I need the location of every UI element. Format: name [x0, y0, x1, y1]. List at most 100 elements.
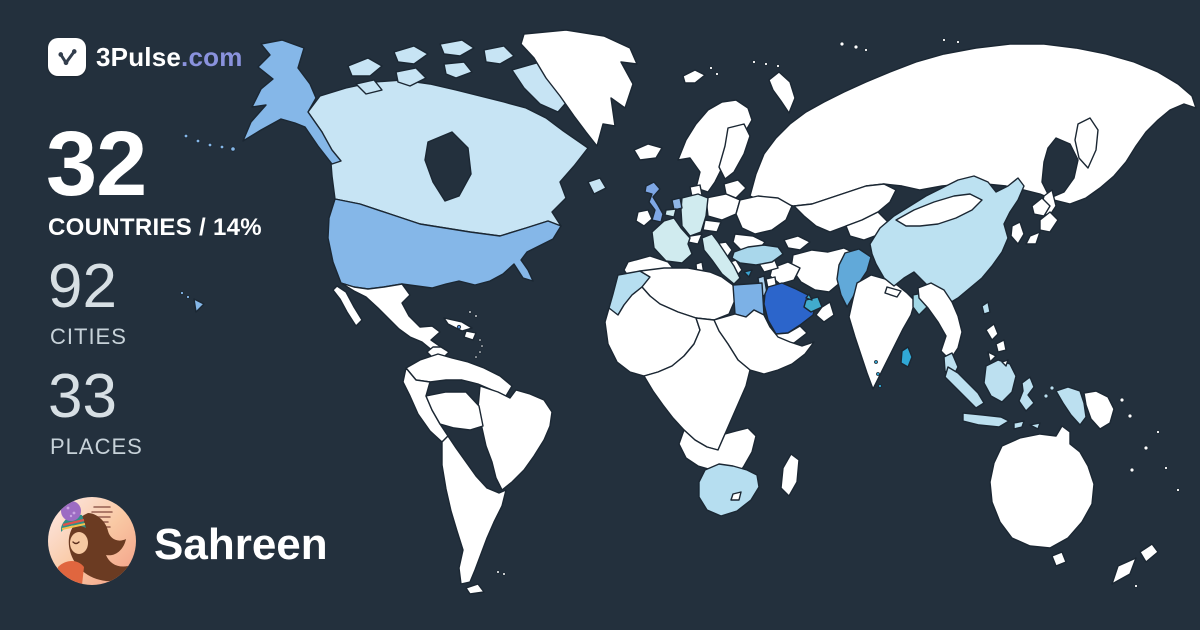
canada-region — [587, 177, 607, 195]
oman-region — [815, 301, 835, 323]
russia-region — [1074, 117, 1099, 169]
countries-count: 32 — [46, 113, 147, 215]
india-region — [848, 274, 916, 390]
brand-suffix: .com — [181, 41, 243, 72]
china-region — [869, 175, 1025, 305]
sri-lanka-region — [900, 346, 913, 368]
france-region — [651, 217, 693, 264]
canada-region — [393, 45, 429, 65]
philippines-region — [987, 351, 997, 363]
svalbard-region — [682, 69, 706, 84]
indonesia-region — [983, 359, 1017, 403]
uae-region — [805, 293, 813, 301]
usa-islands — [207, 142, 213, 148]
nepal-region — [884, 286, 902, 298]
tasmania-region — [1051, 551, 1067, 567]
brand-wordmark: 3Pulse.com — [96, 42, 243, 73]
uk-region — [644, 181, 664, 223]
korea-region — [1010, 221, 1025, 245]
maldives-islands — [876, 372, 880, 376]
iceland-region — [633, 143, 663, 161]
cuba-islands — [474, 314, 478, 318]
argentina-chile-region — [441, 435, 507, 585]
user-name: Sahreen — [154, 520, 328, 569]
maldives-islands — [878, 384, 882, 388]
pulse-logo-icon — [48, 38, 86, 76]
antilles-islands — [474, 355, 478, 359]
philippines-region — [985, 323, 999, 341]
cyprus-region — [743, 269, 753, 278]
canada-region — [347, 57, 383, 77]
arctic-isles-islands — [752, 60, 756, 64]
ireland-region — [635, 209, 653, 227]
places-count: 33 — [48, 362, 117, 431]
usa-islands — [186, 295, 190, 299]
mongolia-region — [895, 193, 983, 227]
indonesia-region — [962, 412, 1010, 428]
italy-region — [701, 233, 741, 285]
kazakhstan-region — [793, 183, 897, 233]
tierra-del-fuego-islands — [496, 570, 500, 574]
poland-region — [705, 193, 741, 221]
antilles-islands — [478, 338, 482, 342]
greenland-region — [520, 29, 638, 147]
tierra-del-fuego-islands — [502, 572, 506, 576]
svalbard-islands — [709, 66, 713, 70]
brazil-region — [477, 385, 553, 491]
central-africa-region — [643, 317, 751, 451]
pacific-isles-islands — [1156, 430, 1160, 434]
usa-islands — [195, 138, 201, 144]
netherlands-region — [671, 197, 683, 211]
arctic-isles-islands — [942, 38, 946, 42]
pacific-isles-islands — [1164, 466, 1168, 470]
hispaniola-region — [463, 330, 477, 341]
usa-islands — [230, 146, 236, 152]
canada-region — [483, 45, 515, 65]
uae-region — [803, 296, 823, 313]
philippines-region — [995, 339, 1007, 353]
places-label: PLACES — [50, 434, 143, 459]
belgium-region — [664, 208, 677, 218]
countries-label: COUNTRIES / 14% — [48, 214, 262, 241]
sa-north-region — [405, 353, 513, 397]
germany-region — [680, 193, 709, 237]
svalbard-islands — [715, 72, 719, 76]
user-avatar — [48, 497, 136, 585]
indonesia-islands — [1043, 393, 1049, 399]
papua-new-guinea-region — [1083, 390, 1115, 430]
canada-region — [439, 39, 475, 57]
antilles-islands — [480, 344, 484, 348]
indonesia-islands — [1049, 385, 1055, 391]
brunei-region — [1001, 359, 1009, 367]
mexico-region — [340, 282, 442, 352]
brand-name: 3Pulse — [96, 41, 182, 72]
finland-region — [718, 123, 751, 180]
czech-austria-region — [702, 219, 722, 233]
arctic-isles-islands — [956, 40, 960, 44]
pacific-isles-islands — [1176, 488, 1180, 492]
canada-region — [355, 79, 383, 95]
novaya-zemlya-region — [768, 71, 796, 114]
pacific-isles-islands — [1129, 467, 1135, 473]
pacific-isles-islands — [1134, 584, 1138, 588]
indonesia-region — [1018, 376, 1035, 412]
usa-islands — [219, 144, 225, 150]
caribbean-islands — [456, 324, 462, 330]
brand-logo[interactable]: 3Pulse.com — [48, 38, 243, 76]
maldives-islands — [874, 360, 878, 364]
canada-region — [395, 67, 427, 87]
arctic-isles-islands — [839, 41, 845, 47]
indonesia-region — [1013, 420, 1025, 430]
antilles-islands — [478, 350, 482, 354]
usa-islands — [183, 133, 189, 139]
indonesia-region — [944, 366, 985, 409]
cuba-region — [443, 317, 473, 332]
baltics-region — [723, 179, 747, 199]
cities-count: 92 — [48, 252, 117, 321]
cities-label: CITIES — [50, 324, 127, 349]
japan-region — [1031, 197, 1051, 217]
new-zealand-region — [1139, 543, 1159, 563]
usa-islands — [180, 291, 184, 295]
sea-region — [1041, 137, 1079, 199]
